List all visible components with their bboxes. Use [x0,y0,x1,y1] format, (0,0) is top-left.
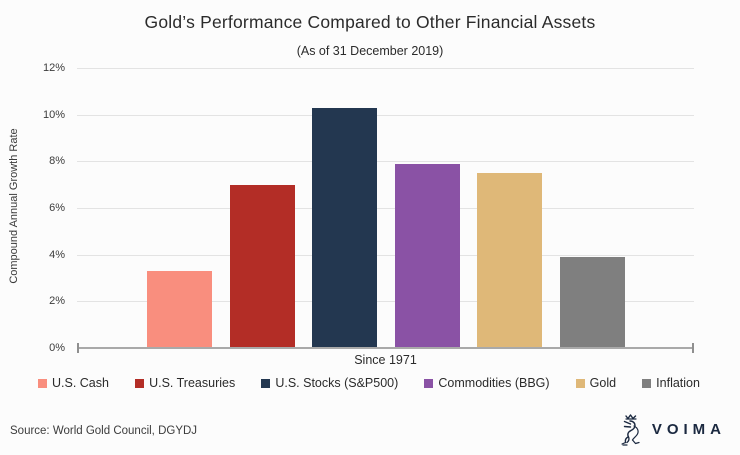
gridline [77,68,694,69]
x-axis-end-tick [692,343,694,353]
y-tick-label: 4% [49,248,65,261]
gridline [77,254,694,256]
bar-commodities-bbg [394,163,460,348]
y-tick-label: 6% [49,202,65,214]
legend: U.S. Cash U.S. Treasuries U.S. Stocks (S&P… [38,376,700,390]
bar-u-s-treasuries [229,184,295,348]
source-note: Source: World Gold Council, DGYDJ [10,425,198,437]
gridline [77,208,694,209]
gridline [77,301,694,303]
x-axis-start-tick [77,343,79,353]
brand-name: VOIMA [651,420,726,438]
voima-lion-icon [621,414,640,446]
y-tick-label: 0% [49,342,65,354]
x-axis-label: Since 1971 [354,353,417,367]
y-tick-label: 8% [49,155,65,168]
bar-u-s-cash [147,271,212,348]
legend-label: U.S. Stocks (S&P500) [275,376,399,390]
plot-area [77,68,694,353]
legend-swatch-icon [424,378,434,388]
gridline [77,114,694,116]
chart-title: Gold’s Performance Compared to Other Fin… [144,12,596,32]
legend-item: U.S. Cash [38,376,109,390]
legend-label: U.S. Cash [52,376,109,390]
legend-item: U.S. Stocks (S&P500) [261,376,398,390]
legend-item: Inflation [642,376,700,390]
legend-swatch-icon [38,378,47,388]
legend-label: Gold [589,376,617,390]
y-tick-label: 12% [42,62,65,74]
legend-swatch-icon [575,378,585,388]
legend-item: U.S. Treasuries [135,376,235,390]
legend-swatch-icon [261,378,271,388]
legend-label: U.S. Treasuries [149,376,236,390]
legend-swatch-icon [642,378,652,388]
brand-logo: VOIMA [616,412,726,446]
legend-item: Gold [575,376,617,390]
y-tick-label: 2% [49,295,65,308]
bar-inflation [560,257,625,348]
legend-label: Commodities (BBG) [438,376,550,390]
legend-swatch-icon [135,378,145,388]
gridline [77,161,694,163]
bar-u-s-stocks-s-p500 [312,107,378,348]
y-tick-label: 10% [42,108,65,121]
legend-label: Inflation [656,376,700,390]
chart-subtitle: (As of 31 December 2019) [296,44,444,58]
x-axis-line [77,347,694,349]
bar-gold [477,173,543,348]
legend-item: Commodities (BBG) [424,376,550,390]
